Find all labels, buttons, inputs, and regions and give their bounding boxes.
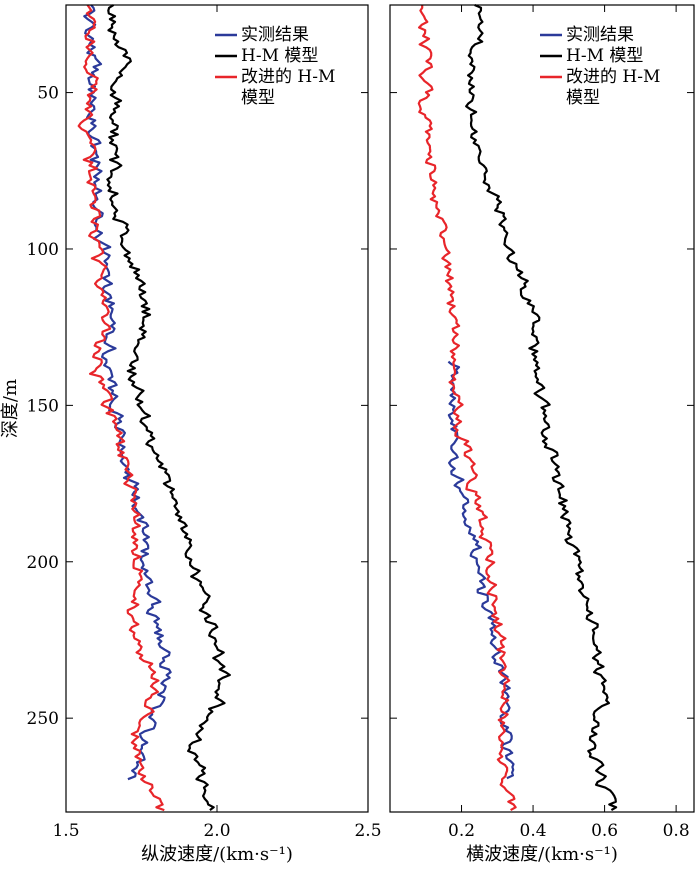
x-tick-label: 0.6	[591, 821, 618, 841]
y-tick-label: 150	[27, 396, 59, 416]
legend-label: H-M 模型	[241, 46, 318, 66]
y-tick-label: 50	[37, 84, 59, 104]
x-tick-label: 2.5	[354, 821, 381, 841]
legend-label: H-M 模型	[566, 46, 643, 66]
panel-1: 1.5 2.0 2.5 50 100 150 200 250 纵波速度/(km·s⁻¹) 深度/m…	[0, 4, 382, 865]
series-line-2-1	[447, 360, 515, 780]
series-line-2-2	[465, 3, 618, 812]
legend-label: 改进的 H-M 模型	[241, 67, 341, 108]
legend-label: 实测结果	[241, 25, 309, 45]
series-line-2-3	[417, 5, 517, 812]
x-tick-label: 2.0	[203, 821, 230, 841]
y-tick-label: 100	[27, 240, 59, 260]
x-tick-label: 1.5	[52, 821, 79, 841]
y-tick-label: 250	[27, 709, 59, 729]
series-line-1-3	[77, 4, 165, 812]
x-axis-label: 纵波速度/(km·s⁻¹)	[141, 844, 293, 865]
series-line-1-1	[83, 4, 172, 781]
plot-frame-2	[389, 4, 695, 813]
y-axis-label: 深度/m	[0, 379, 21, 438]
x-tick-label: 0.2	[448, 821, 475, 841]
x-axis-label: 横波速度/(km·s⁻¹)	[466, 844, 618, 865]
y-tick-label: 200	[27, 553, 59, 573]
x-tick-label: 0.4	[520, 821, 547, 841]
series-line-1-2	[106, 4, 231, 811]
legend-label: 改进的 H-M 模型	[566, 67, 666, 108]
x-tick-label: 0.8	[663, 821, 690, 841]
legend-label: 实测结果	[566, 25, 634, 45]
